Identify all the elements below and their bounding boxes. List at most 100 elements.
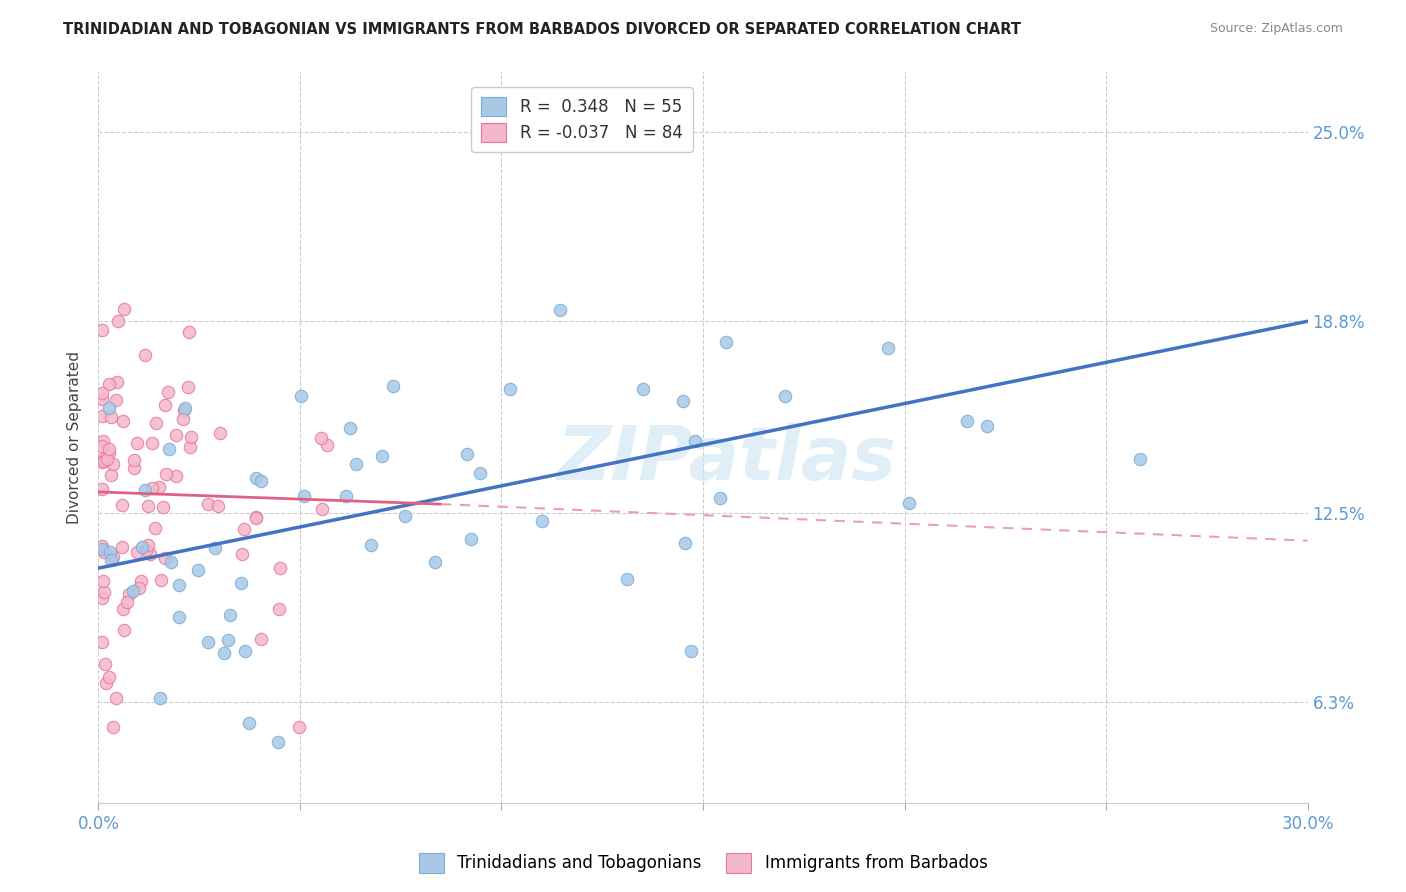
Point (208, 425, 231, 440)
Point (131, 574, 153, 588)
Point (673, 536, 696, 550)
Point (167, 609, 190, 624)
Point (269, 561, 291, 575)
Point (616, 572, 638, 586)
Point (93, 454, 115, 468)
Point (218, 607, 240, 622)
Point (177, 380, 200, 394)
Point (290, 389, 312, 403)
Point (499, 382, 522, 396)
Point (91, 541, 114, 556)
Point (91, 574, 114, 588)
Point (98, 377, 121, 392)
Point (530, 514, 553, 528)
Point (100, 468, 122, 483)
Point (91, 323, 114, 337)
Point (125, 544, 148, 558)
Point (152, 500, 174, 515)
Point (165, 428, 187, 442)
Point (128, 581, 150, 595)
Point (231, 547, 253, 561)
Point (94, 657, 117, 671)
Point (714, 334, 737, 349)
Point (339, 421, 361, 435)
Point (287, 720, 309, 734)
Point (245, 471, 267, 485)
Point (97, 446, 120, 460)
Point (121, 583, 143, 598)
Point (267, 735, 290, 749)
Point (165, 469, 187, 483)
Point (101, 458, 124, 472)
Point (91, 539, 114, 553)
Point (238, 715, 260, 730)
Point (145, 417, 167, 431)
Point (91, 635, 114, 649)
Point (101, 550, 124, 565)
Point (124, 461, 146, 475)
Point (217, 633, 239, 648)
Point (898, 496, 921, 510)
Point (245, 510, 267, 524)
Point (131, 540, 153, 554)
Point (633, 382, 655, 396)
Point (976, 419, 998, 434)
Point (134, 483, 156, 497)
Point (204, 541, 226, 555)
Point (91, 483, 114, 497)
Point (91, 392, 114, 406)
Point (143, 521, 166, 535)
Point (174, 401, 197, 415)
Point (187, 563, 209, 577)
Point (685, 434, 707, 448)
Point (155, 399, 177, 413)
Point (156, 385, 179, 400)
Point (250, 632, 273, 647)
Text: ZIPatlas: ZIPatlas (557, 423, 897, 496)
Point (233, 523, 256, 537)
Point (179, 325, 201, 339)
Point (173, 402, 195, 417)
Point (122, 452, 145, 467)
Point (91, 439, 114, 453)
Point (773, 389, 796, 403)
Point (105, 375, 128, 389)
Point (344, 457, 367, 471)
Point (316, 438, 339, 452)
Point (112, 602, 135, 616)
Point (91, 434, 114, 448)
Point (94, 676, 117, 690)
Point (877, 341, 900, 355)
Point (212, 646, 235, 660)
Point (118, 587, 141, 601)
Point (197, 496, 219, 510)
Point (309, 431, 332, 445)
Point (105, 392, 128, 407)
Point (180, 430, 202, 444)
Point (460, 532, 482, 546)
Point (139, 548, 162, 562)
Point (136, 500, 159, 514)
Legend: R =  0.348   N = 55, R = -0.037   N = 84: R = 0.348 N = 55, R = -0.037 N = 84 (471, 87, 693, 153)
Point (98, 401, 121, 416)
Point (250, 475, 273, 489)
Point (91, 591, 114, 606)
Point (104, 690, 127, 705)
Point (709, 491, 731, 506)
Point (97, 669, 120, 683)
Point (233, 644, 256, 658)
Point (179, 440, 201, 454)
Point (153, 551, 176, 566)
Point (207, 499, 229, 513)
Point (167, 578, 190, 592)
Point (335, 489, 357, 503)
Point (91, 455, 114, 469)
Point (111, 414, 134, 428)
Point (115, 595, 138, 609)
Point (97, 442, 120, 456)
Point (394, 508, 416, 523)
Point (267, 602, 290, 616)
Y-axis label: Divorced or Separated: Divorced or Separated (67, 351, 83, 524)
Point (93, 450, 115, 465)
Point (134, 348, 156, 362)
